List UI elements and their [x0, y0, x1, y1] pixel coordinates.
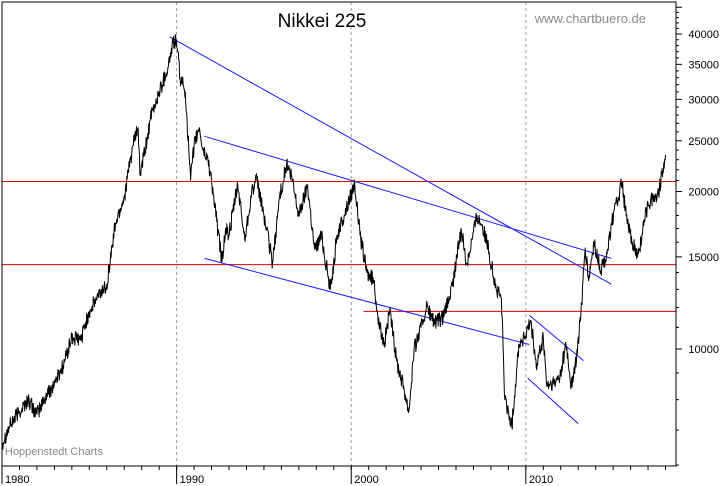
grid-layer	[176, 2, 527, 466]
plot-frame	[1, 1, 677, 467]
trend-line	[169, 36, 612, 285]
trend-line	[204, 257, 530, 345]
price-series-line	[1, 34, 666, 450]
trend-line	[204, 135, 612, 259]
watermark-url: www.chartbuero.de	[534, 11, 646, 26]
horizontal-line-layer	[2, 180, 676, 312]
y-tick-label: 40000	[688, 29, 719, 41]
y-tick-label: 35000	[688, 59, 719, 71]
trend-line	[529, 314, 584, 362]
source-credit: Hoppenstedt Charts	[5, 446, 103, 458]
y-tick-label: 25000	[688, 136, 719, 148]
x-tick-label: 1990	[180, 474, 204, 486]
y-tick-label: 30000	[688, 94, 719, 106]
chart-title: Nikkei 225	[278, 11, 367, 32]
trend-line-layer	[169, 36, 612, 425]
series-layer	[1, 34, 666, 450]
x-tick-label: 2010	[529, 474, 553, 486]
x-tick-label: 2000	[354, 474, 378, 486]
y-tick-label: 10000	[688, 344, 719, 356]
y-tick-label: 20000	[688, 187, 719, 199]
x-tick-label: 1980	[5, 474, 29, 486]
trend-line	[527, 377, 579, 425]
y-tick-label: 15000	[688, 252, 719, 264]
